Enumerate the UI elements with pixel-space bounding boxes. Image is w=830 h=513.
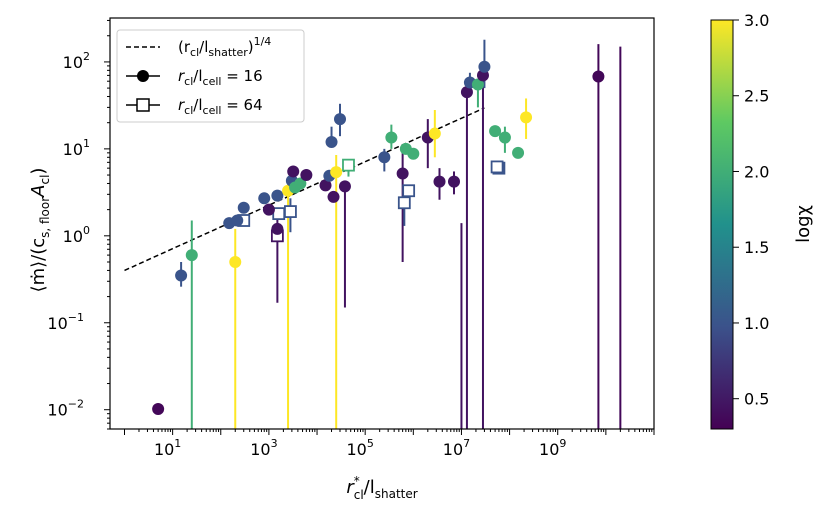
data-point-circle — [385, 131, 398, 144]
plot-area — [124, 39, 622, 429]
data-point-circle — [460, 86, 473, 99]
legend-circle-marker — [137, 70, 149, 82]
y-tick-label: 100 — [63, 224, 90, 246]
data-point-circle — [512, 146, 525, 159]
colorbar-bar — [710, 19, 734, 430]
data-point-circle — [447, 175, 460, 188]
y-axis-label: ⟨ṁ⟩/(cs, floorAcl) — [28, 168, 52, 293]
legend-fit-line-label: (rcl/lshatter)1/4 — [178, 35, 271, 59]
legend-box — [116, 29, 305, 123]
x-tick-label: 107 — [443, 437, 470, 459]
data-point-circle — [152, 402, 165, 415]
legend-circle-label: rcl/lcell = 16 — [178, 67, 263, 88]
data-point-circle — [334, 113, 347, 126]
y-tick-label: 101 — [63, 137, 90, 159]
legend-square-marker — [136, 98, 150, 112]
x-axis-label: r* cl/lshatter — [346, 474, 417, 502]
data-point-circle — [294, 177, 307, 190]
data-point-circle — [237, 201, 250, 214]
x-tick-label: 105 — [346, 437, 373, 459]
data-point-circle — [378, 151, 391, 164]
data-point-circle — [229, 255, 242, 268]
data-point-circle — [231, 214, 244, 227]
colorbar-tick-label: 1.5 — [744, 238, 769, 257]
data-point-circle — [175, 269, 188, 282]
colorbar-tick-label: 3.0 — [744, 11, 769, 30]
colorbar: 0.5 1.0 1.5 2.0 2.5 3.0 logχ — [710, 11, 814, 430]
y-tick-label: 10−1 — [47, 311, 84, 333]
data-point-circle — [498, 131, 511, 144]
data-point-circle — [185, 249, 198, 262]
colorbar-tick-label: 2.0 — [744, 162, 769, 181]
colorbar-tick-label: 2.5 — [744, 87, 769, 106]
data-point-circle — [471, 78, 484, 91]
data-point-circle — [300, 169, 313, 182]
data-point-square — [397, 196, 411, 210]
data-point-circle — [428, 127, 441, 140]
colorbar-tick-label: 0.5 — [744, 390, 769, 409]
data-point-circle — [271, 222, 284, 235]
data-point-square — [402, 184, 416, 198]
data-point-square — [490, 160, 504, 174]
data-point-circle — [478, 60, 491, 73]
data-point-circle — [330, 166, 343, 179]
plot-frame — [109, 17, 655, 430]
data-point-circle — [271, 189, 284, 202]
x-tick-label: 109 — [539, 437, 566, 459]
marker-layer — [152, 60, 605, 415]
data-point-circle — [407, 147, 420, 160]
data-point-circle — [520, 111, 533, 124]
x-tick-label: 101 — [154, 437, 181, 459]
colorbar-ticks: 0.5 1.0 1.5 2.0 2.5 3.0 — [733, 11, 769, 409]
data-point-circle — [319, 179, 332, 192]
y-tick-label: 10−2 — [47, 398, 84, 420]
colorbar-tick-label: 1.0 — [744, 314, 769, 333]
data-point-circle — [262, 203, 275, 216]
data-point-circle — [327, 190, 340, 203]
legend: (rcl/lshatter)1/4 rcl/lcell = 16 rcl/lce… — [116, 29, 305, 123]
data-point-circle — [489, 125, 502, 138]
data-point-circle — [433, 175, 446, 188]
x-axis-ticks: 101 103 105 107 109 — [123, 429, 655, 459]
legend-square-label: rcl/lcell = 64 — [178, 96, 263, 117]
y-axis-ticks: 10−2 10−1 100 101 102 — [47, 19, 110, 430]
data-point-square — [284, 205, 297, 218]
data-point-circle — [338, 180, 351, 193]
data-point-circle — [592, 70, 605, 83]
x-tick-label: 103 — [250, 437, 277, 459]
colorbar-label: logχ — [793, 205, 814, 243]
data-point-square — [342, 158, 355, 172]
data-point-circle — [325, 135, 338, 148]
data-point-circle — [287, 165, 300, 178]
data-point-circle — [396, 167, 409, 180]
data-point-circle — [258, 192, 271, 205]
y-tick-label: 102 — [63, 50, 90, 72]
